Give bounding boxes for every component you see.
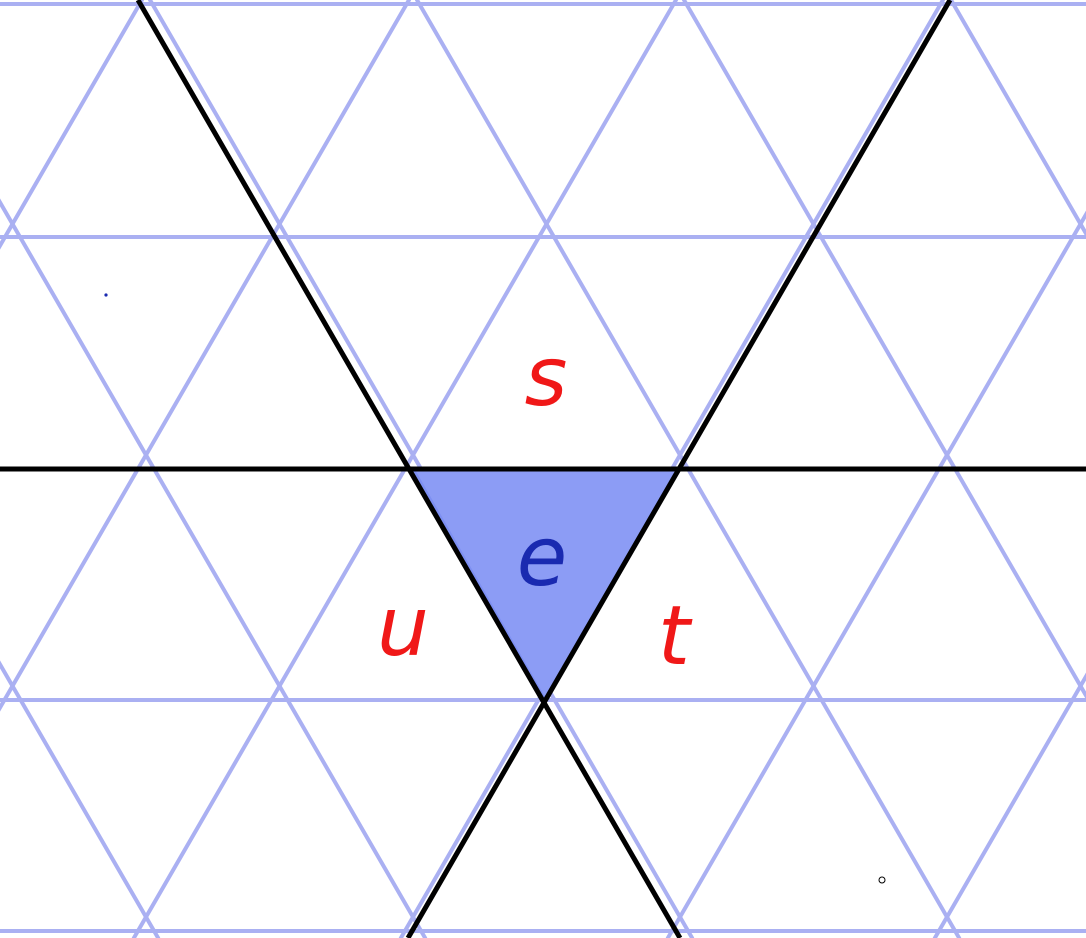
grid-line-descending <box>0 660 161 938</box>
cursor-ring <box>878 876 886 884</box>
mirror-line-ascending <box>405 0 953 938</box>
grid-line-ascending <box>0 0 144 250</box>
label-u: u <box>377 580 429 675</box>
label-t: t <box>658 589 693 684</box>
label-e: e <box>517 510 567 605</box>
grid-line-descending <box>949 0 1086 238</box>
label-s: s <box>525 330 568 425</box>
grid-line-ascending <box>932 672 1086 938</box>
dot-marker <box>104 293 108 297</box>
mirror-line-descending <box>135 0 683 938</box>
